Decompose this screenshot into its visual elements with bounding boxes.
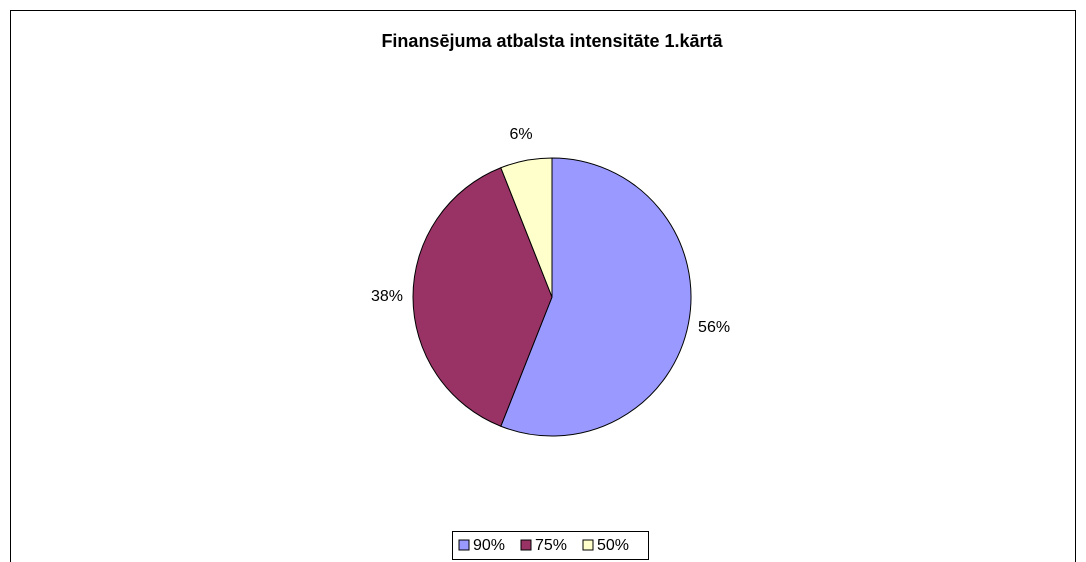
legend-swatch <box>582 539 594 551</box>
legend-label: 50% <box>597 537 629 554</box>
legend-box <box>452 531 649 560</box>
legend-swatch <box>520 539 532 551</box>
data-label: 38% <box>371 288 403 305</box>
data-label: 6% <box>510 126 533 143</box>
legend-swatch <box>458 539 470 551</box>
data-label: 56% <box>698 319 730 336</box>
pie-slice <box>412 167 553 427</box>
legend-label: 75% <box>535 537 567 554</box>
pie-slice <box>500 157 692 437</box>
legend-label: 90% <box>473 537 505 554</box>
pie-slice <box>500 157 553 298</box>
chart-title: Finansējuma atbalsta intensitāte 1.kārtā <box>381 31 723 51</box>
